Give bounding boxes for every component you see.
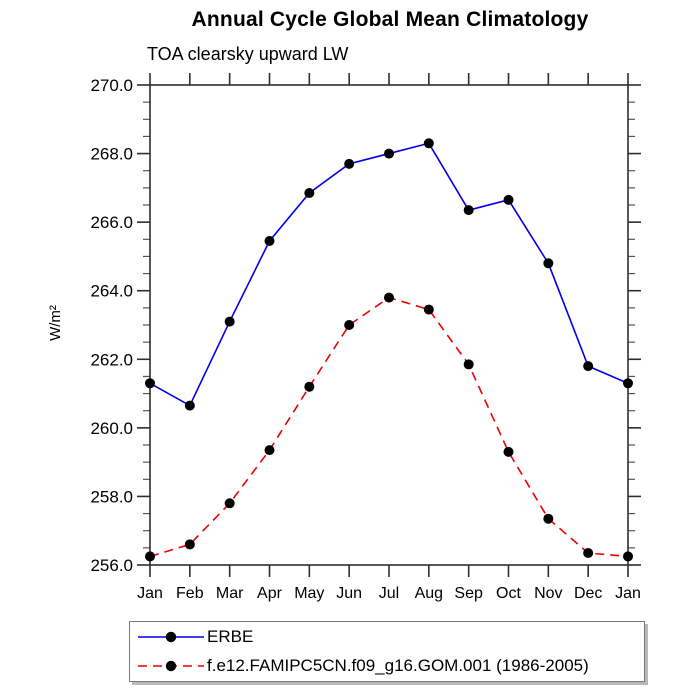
legend-box: ERBE f.e12.FAMIPC5CN.f09_g16.GOM.001 (19… bbox=[129, 621, 645, 682]
data-point-marker bbox=[264, 445, 275, 456]
data-point-marker bbox=[344, 320, 355, 330]
data-point-marker bbox=[463, 205, 474, 216]
x-tick-label: Jan bbox=[137, 585, 163, 602]
data-point-marker bbox=[184, 539, 195, 550]
y-tick-label: 262.0 bbox=[90, 350, 133, 369]
x-tick-label: Mar bbox=[216, 585, 244, 602]
data-point-marker bbox=[184, 400, 195, 411]
x-tick-label: Nov bbox=[534, 585, 562, 602]
chart-title: Annual Cycle Global Mean Climatology bbox=[191, 8, 589, 31]
x-tick-label: Feb bbox=[176, 585, 204, 602]
y-tick-label: 268.0 bbox=[90, 145, 133, 164]
x-tick-label: Apr bbox=[257, 585, 283, 602]
x-tick-label: Jun bbox=[336, 585, 362, 602]
data-point-marker bbox=[145, 551, 155, 562]
x-tick-label: Sep bbox=[454, 585, 483, 602]
data-point-marker bbox=[583, 548, 594, 558]
data-point-marker bbox=[384, 148, 394, 159]
data-point-marker bbox=[224, 498, 235, 509]
legend-item-erbe: ERBE bbox=[135, 623, 644, 652]
y-tick-label: 256.0 bbox=[90, 556, 133, 575]
x-tick-label: May bbox=[294, 585, 324, 602]
data-point-marker bbox=[543, 258, 554, 269]
y-tick-label: 258.0 bbox=[90, 487, 133, 506]
data-point-marker bbox=[543, 513, 554, 524]
data-point-marker bbox=[503, 446, 514, 457]
legend-label-model: f.e12.FAMIPC5CN.f09_g16.GOM.001 (1986-20… bbox=[207, 656, 589, 675]
legend-label-erbe: ERBE bbox=[207, 627, 254, 646]
x-tick-label: Jul bbox=[379, 585, 399, 602]
x-tick-label: Dec bbox=[574, 585, 602, 602]
x-tick-label: Aug bbox=[415, 585, 443, 602]
data-point-marker bbox=[423, 304, 434, 315]
data-point-marker bbox=[264, 236, 275, 246]
y-tick-label: 266.0 bbox=[90, 213, 133, 232]
data-point-marker bbox=[463, 359, 474, 370]
data-point-marker bbox=[623, 378, 633, 389]
y-tick-label: 270.0 bbox=[90, 76, 133, 95]
series-line-1 bbox=[149, 296, 629, 558]
model-line-sample-icon bbox=[138, 660, 204, 672]
data-point-marker bbox=[304, 188, 315, 198]
y-tick-label: 264.0 bbox=[90, 282, 133, 301]
data-point-marker bbox=[384, 292, 394, 303]
data-point-marker bbox=[503, 194, 514, 205]
erbe-line-sample-icon bbox=[138, 631, 204, 643]
data-point-marker bbox=[224, 316, 235, 327]
plot-frame bbox=[149, 84, 629, 566]
data-point-marker bbox=[344, 158, 355, 169]
data-point-marker bbox=[423, 138, 434, 149]
chart-subtitle: TOA clearsky upward LW bbox=[147, 44, 349, 64]
series-line-0 bbox=[149, 142, 629, 407]
data-point-marker bbox=[623, 551, 633, 562]
data-point-marker bbox=[583, 361, 594, 372]
legend-item-model: f.e12.FAMIPC5CN.f09_g16.GOM.001 (1986-20… bbox=[135, 652, 644, 681]
y-tick-label: 260.0 bbox=[90, 419, 133, 438]
data-point-marker bbox=[145, 378, 155, 389]
x-tick-label: Oct bbox=[496, 585, 521, 602]
x-tick-label: Jan bbox=[615, 585, 641, 602]
data-point-marker bbox=[304, 381, 315, 392]
